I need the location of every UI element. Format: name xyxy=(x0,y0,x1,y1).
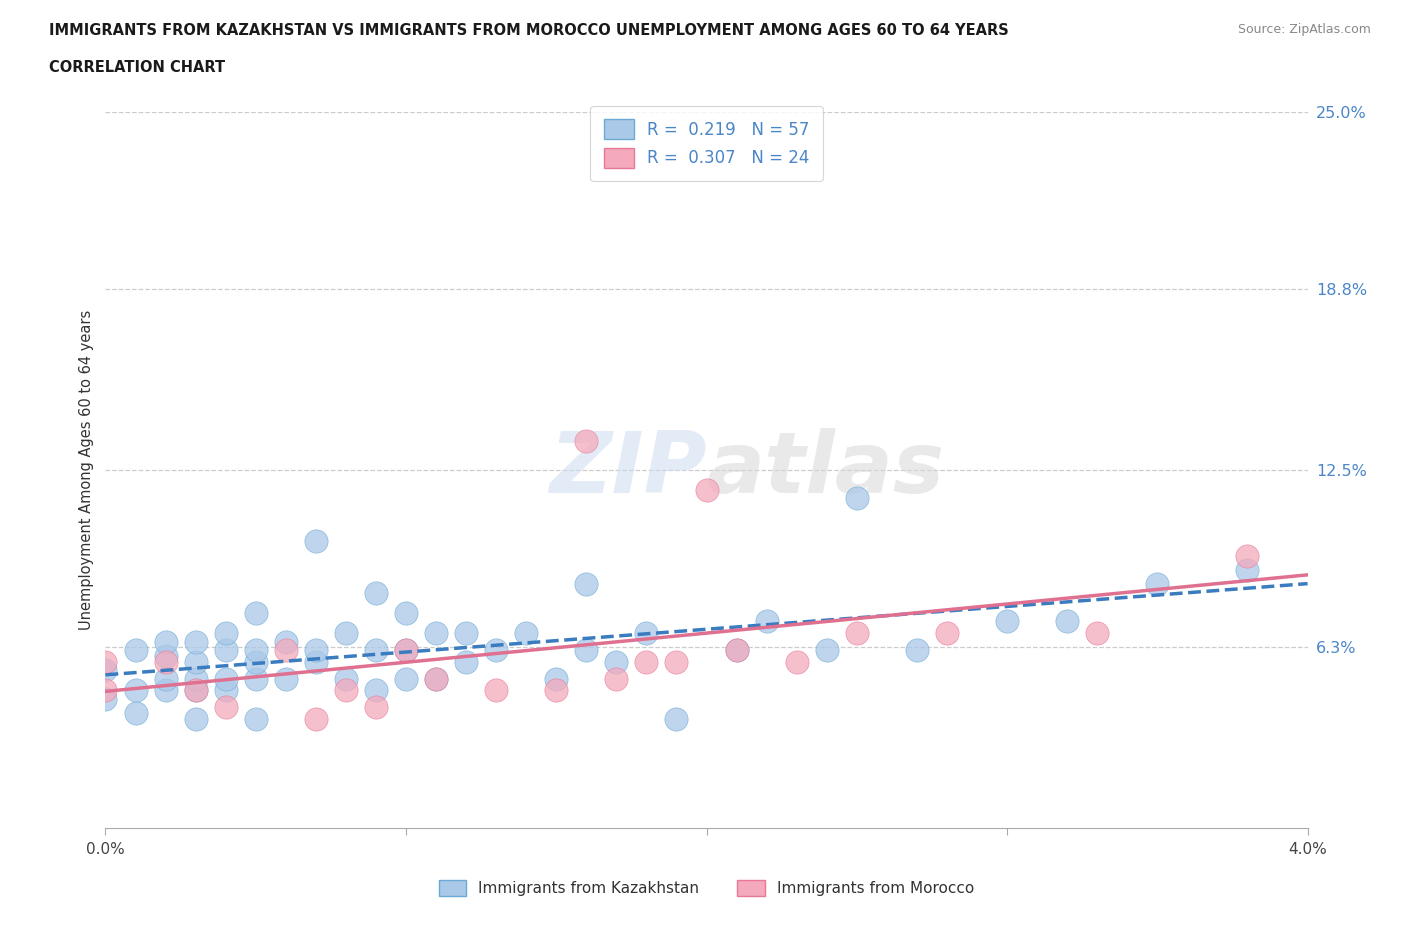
Point xyxy=(425,626,447,641)
Point xyxy=(305,534,328,549)
Point xyxy=(1236,563,1258,578)
Point xyxy=(395,643,418,658)
Point xyxy=(335,671,357,686)
Text: IMMIGRANTS FROM KAZAKHSTAN VS IMMIGRANTS FROM MOROCCO UNEMPLOYMENT AMONG AGES 60: IMMIGRANTS FROM KAZAKHSTAN VS IMMIGRANTS… xyxy=(49,23,1010,38)
Text: Source: ZipAtlas.com: Source: ZipAtlas.com xyxy=(1237,23,1371,36)
Point xyxy=(245,711,267,726)
Point xyxy=(184,634,207,649)
Point xyxy=(546,671,568,686)
Point xyxy=(665,654,688,669)
Point xyxy=(1085,626,1108,641)
Point xyxy=(274,671,297,686)
Legend: Immigrants from Kazakhstan, Immigrants from Morocco: Immigrants from Kazakhstan, Immigrants f… xyxy=(433,873,980,902)
Point xyxy=(725,643,748,658)
Point xyxy=(94,654,117,669)
Point xyxy=(94,683,117,698)
Point xyxy=(905,643,928,658)
Point xyxy=(364,700,387,715)
Point xyxy=(155,634,177,649)
Point xyxy=(1236,548,1258,563)
Point xyxy=(155,654,177,669)
Point xyxy=(995,614,1018,629)
Point xyxy=(485,683,508,698)
Point xyxy=(335,626,357,641)
Point xyxy=(425,671,447,686)
Point xyxy=(305,643,328,658)
Point xyxy=(636,626,658,641)
Point xyxy=(184,683,207,698)
Point xyxy=(155,683,177,698)
Point xyxy=(755,614,778,629)
Point xyxy=(605,671,627,686)
Point xyxy=(364,585,387,600)
Point xyxy=(845,491,868,506)
Point xyxy=(305,711,328,726)
Point xyxy=(575,643,598,658)
Point xyxy=(1146,577,1168,591)
Point xyxy=(485,643,508,658)
Point xyxy=(184,711,207,726)
Text: atlas: atlas xyxy=(707,428,945,512)
Point xyxy=(815,643,838,658)
Point xyxy=(94,691,117,706)
Point xyxy=(665,711,688,726)
Point xyxy=(725,643,748,658)
Point xyxy=(786,654,808,669)
Point xyxy=(184,671,207,686)
Point xyxy=(184,683,207,698)
Point xyxy=(214,671,236,686)
Point xyxy=(546,683,568,698)
Point xyxy=(636,654,658,669)
Point xyxy=(936,626,959,641)
Point xyxy=(575,433,598,448)
Point xyxy=(454,626,477,641)
Point xyxy=(515,626,537,641)
Point xyxy=(395,643,418,658)
Point xyxy=(94,663,117,678)
Point xyxy=(245,605,267,620)
Point xyxy=(575,577,598,591)
Point xyxy=(155,648,177,663)
Point xyxy=(184,654,207,669)
Point xyxy=(425,671,447,686)
Point xyxy=(696,483,718,498)
Point xyxy=(305,654,328,669)
Point xyxy=(364,643,387,658)
Point xyxy=(845,626,868,641)
Point xyxy=(364,683,387,698)
Point xyxy=(124,683,146,698)
Point xyxy=(124,706,146,721)
Point xyxy=(605,654,627,669)
Point xyxy=(124,643,146,658)
Point xyxy=(245,671,267,686)
Point xyxy=(395,671,418,686)
Point xyxy=(155,671,177,686)
Point xyxy=(214,683,236,698)
Point xyxy=(214,700,236,715)
Point xyxy=(335,683,357,698)
Text: ZIP: ZIP xyxy=(548,428,707,512)
Point xyxy=(245,643,267,658)
Point xyxy=(395,605,418,620)
Text: CORRELATION CHART: CORRELATION CHART xyxy=(49,60,225,75)
Point xyxy=(274,634,297,649)
Point xyxy=(214,643,236,658)
Point xyxy=(274,643,297,658)
Y-axis label: Unemployment Among Ages 60 to 64 years: Unemployment Among Ages 60 to 64 years xyxy=(79,310,94,630)
Point xyxy=(245,654,267,669)
Point xyxy=(1056,614,1078,629)
Point xyxy=(214,626,236,641)
Point xyxy=(454,654,477,669)
